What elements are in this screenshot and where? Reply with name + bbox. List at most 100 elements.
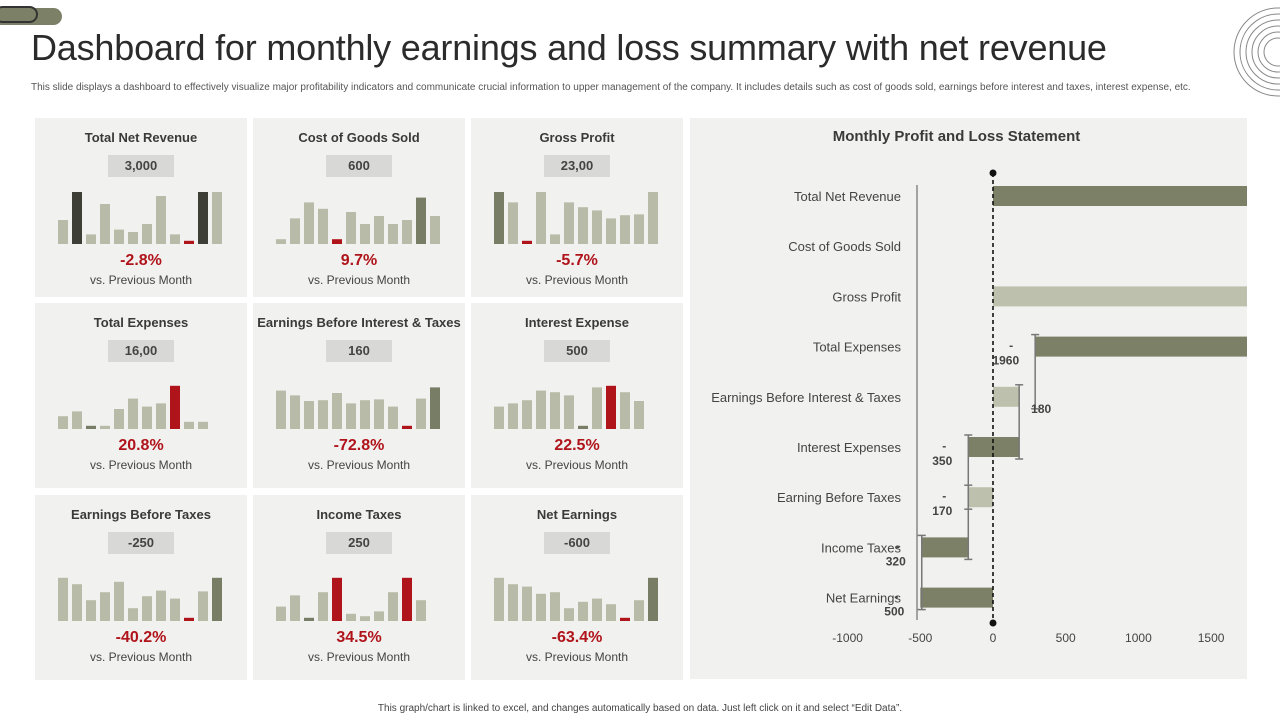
sparkline-bar <box>494 406 504 429</box>
sparkline-bar <box>198 421 208 429</box>
sparkline-bar <box>494 192 504 244</box>
sparkline-bar <box>86 600 96 621</box>
sparkline-bar <box>360 224 370 244</box>
sparkline-bar <box>346 212 356 244</box>
sparkline-bar <box>72 192 82 244</box>
sparkline-bar <box>578 601 588 621</box>
sparkline-bar <box>114 581 124 621</box>
sparkline-bar <box>508 584 518 621</box>
kpi-change: -2.8% <box>120 252 162 269</box>
kpi-sparkline <box>58 192 222 244</box>
sparkline-bar <box>304 617 314 621</box>
page-description: This slide displays a dashboard to effec… <box>31 82 1191 93</box>
sparkline-bar <box>564 608 574 621</box>
kpi-change: -63.4% <box>551 629 603 646</box>
page-title: Dashboard for monthly earnings and loss … <box>31 27 1107 68</box>
category-label-income-taxes: Income Taxes <box>821 540 901 555</box>
sparkline-bar <box>606 218 616 244</box>
sparkline-bar <box>114 409 124 429</box>
sparkline-bar <box>346 613 356 621</box>
kpi-value: 250 <box>326 532 392 554</box>
sparkline-bar <box>592 387 602 429</box>
kpi-value: 16,00 <box>108 340 174 362</box>
sparkline-bar <box>184 240 194 244</box>
sparkline-bar <box>522 240 532 244</box>
sparkline-bar <box>416 197 426 244</box>
kpi-value: 160 <box>326 340 392 362</box>
sparkline-bar <box>578 207 588 244</box>
kpi-comparison-label: vs. Previous Month <box>89 458 193 472</box>
sparkline-bar <box>416 600 426 621</box>
waterfall-bar-income-taxes <box>921 537 969 558</box>
chart-title: Monthly Profit and Loss Statement <box>832 128 1081 145</box>
sparkline-bar <box>388 406 398 429</box>
category-label-gross-profit: Gross Profit <box>832 289 901 304</box>
sparkline-bar <box>318 208 328 244</box>
sparkline-bar <box>58 577 68 621</box>
category-label-total-expenses: Total Expenses <box>813 340 902 355</box>
kpi-title: Gross Profit <box>539 130 615 145</box>
sparkline-bar <box>374 399 384 429</box>
sparkline-bar <box>564 202 574 244</box>
kpi-change: 34.5% <box>336 629 382 646</box>
sparkline-bar <box>318 592 328 621</box>
sparkline-bar <box>72 584 82 621</box>
sparkline-bar <box>536 192 546 244</box>
sparkline-bar <box>634 401 644 429</box>
kpi-change: 20.8% <box>118 437 164 454</box>
category-label-interest-expenses: Interest Expenses <box>797 440 902 455</box>
sparkline-bar <box>360 400 370 429</box>
kpi-change: 22.5% <box>554 437 600 454</box>
sparkline-bar <box>606 604 616 621</box>
sparkline-bar <box>550 234 560 244</box>
x-tick-label: 1500 <box>1198 631 1225 645</box>
sparkline-bar <box>304 202 314 244</box>
sparkline-bar <box>564 395 574 429</box>
sparkline-bar <box>388 224 398 244</box>
sparkline-bar <box>508 202 518 244</box>
waterfall-bar-earnings-before-interest-and-taxes <box>993 386 1020 407</box>
sparkline-bar <box>430 216 440 244</box>
sparkline-bar <box>170 234 180 244</box>
sparkline-bar <box>184 421 194 429</box>
kpi-value: -250 <box>108 532 174 554</box>
kpi-change: -40.2% <box>115 629 167 646</box>
sparkline-bar <box>290 395 300 429</box>
sparkline-bar <box>86 425 96 429</box>
category-label-net-earnings: Net Earnings <box>826 591 902 606</box>
sparkline-bar <box>156 590 166 621</box>
kpi-comparison-label: vs. Previous Month <box>89 650 193 664</box>
data-label-total-expenses: -1960 <box>992 339 1019 368</box>
kpi-title: Interest Expense <box>524 315 630 330</box>
waterfall-bar-earning-before-taxes <box>968 487 993 508</box>
sparkline-bar <box>648 192 658 244</box>
pnl-chart-panel: Monthly Profit and Loss Statement Total … <box>690 118 1247 679</box>
category-label-earnings-before-interest-and-taxes: Earnings Before Interest & Taxes <box>711 390 901 405</box>
kpi-change: -72.8% <box>333 437 385 454</box>
sparkline-bar <box>508 403 518 429</box>
kpi-comparison-label: vs. Previous Month <box>307 273 411 287</box>
kpi-comparison-label: vs. Previous Month <box>89 273 193 287</box>
data-label-net-earnings: -500 <box>884 590 904 619</box>
sparkline-bar <box>402 425 412 429</box>
top-accent-bar <box>0 6 62 25</box>
sparkline-bar <box>620 617 630 621</box>
kpi-card-total-net-revenue: Total Net Revenue 3,000 -2.8% vs. Previous … <box>35 118 247 297</box>
kpi-card-income-taxes: Income Taxes 250 34.5% vs. Previous Month <box>253 495 465 680</box>
sparkline-bar <box>346 403 356 429</box>
sparkline-bar <box>198 591 208 621</box>
kpi-comparison-label: vs. Previous Month <box>307 650 411 664</box>
kpi-card-earnings-before-interest-and-taxes: Earnings Before Interest & Taxes 160 -72.8… <box>253 303 465 488</box>
kpi-title: Total Net Revenue <box>84 130 198 145</box>
x-tick-label: -500 <box>908 631 932 645</box>
sparkline-bar <box>58 416 68 429</box>
sparkline-bar <box>536 593 546 621</box>
sparkline-bar <box>620 392 630 429</box>
sparkline-bar <box>332 577 342 621</box>
sparkline-bar <box>156 403 166 429</box>
sparkline-bar <box>416 398 426 429</box>
concentric-circles-decoration <box>1233 7 1280 97</box>
sparkline-bar <box>184 617 194 621</box>
kpi-sparkline <box>58 577 222 621</box>
kpi-card-interest-expense: Interest Expense 500 22.5% vs. Previous Mon… <box>471 303 683 488</box>
